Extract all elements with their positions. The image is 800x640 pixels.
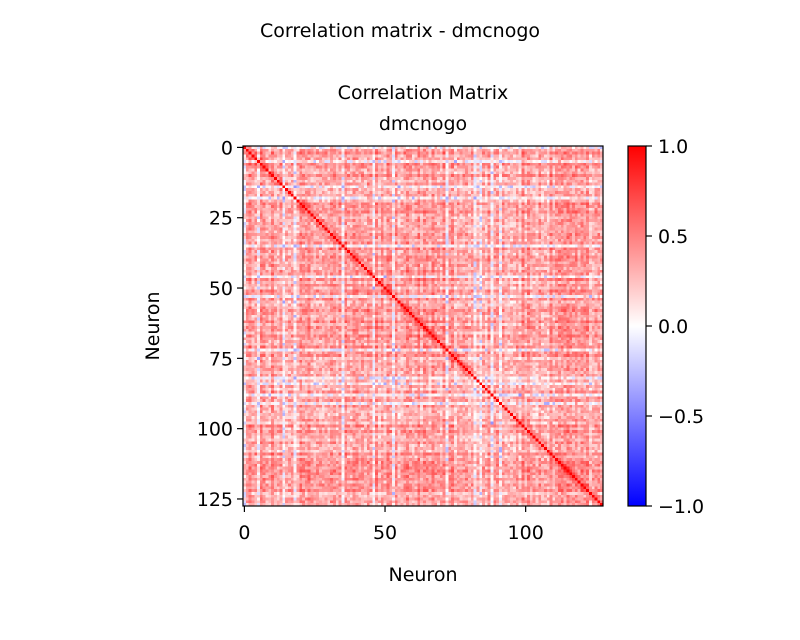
y-axis-label: Neuron (142, 291, 164, 360)
colorbar-tick-label: 0.5 (658, 226, 688, 248)
heatmap-image-wrapper (243, 146, 603, 506)
chart-title-line-1: Correlation Matrix (338, 82, 509, 104)
y-tick-label: 100 (197, 419, 233, 441)
colorbar-gradient (628, 146, 646, 506)
colorbar-tick-label: 1.0 (658, 136, 688, 158)
colorbar-ticks: 1.0 0.5 0.0 −0.5 −1.0 (646, 136, 704, 518)
y-tick-label: 25 (209, 208, 233, 230)
x-tick-label: 50 (373, 522, 397, 544)
x-tick-label: 100 (508, 522, 544, 544)
y-tick-label: 75 (209, 348, 233, 370)
chart-title-line-2: dmcnogo (379, 113, 467, 135)
figure-suptitle: Correlation matrix - dmcnogo (260, 20, 540, 42)
colorbar-tick-label: 0.0 (658, 316, 688, 338)
x-axis-label: Neuron (388, 564, 457, 586)
y-tick-label: 125 (197, 489, 233, 511)
colorbar-tick-label: −0.5 (658, 406, 704, 428)
x-tick-label: 0 (238, 522, 250, 544)
y-tick-label: 0 (221, 137, 233, 159)
heatmap-frame (242, 145, 604, 507)
x-axis-ticks: 0 50 100 (238, 506, 544, 544)
y-tick-label: 50 (209, 278, 233, 300)
colorbar-tick-label: −1.0 (658, 496, 704, 518)
heatmap-image (243, 146, 603, 506)
y-axis-ticks: 0 25 50 75 100 125 (197, 137, 243, 511)
